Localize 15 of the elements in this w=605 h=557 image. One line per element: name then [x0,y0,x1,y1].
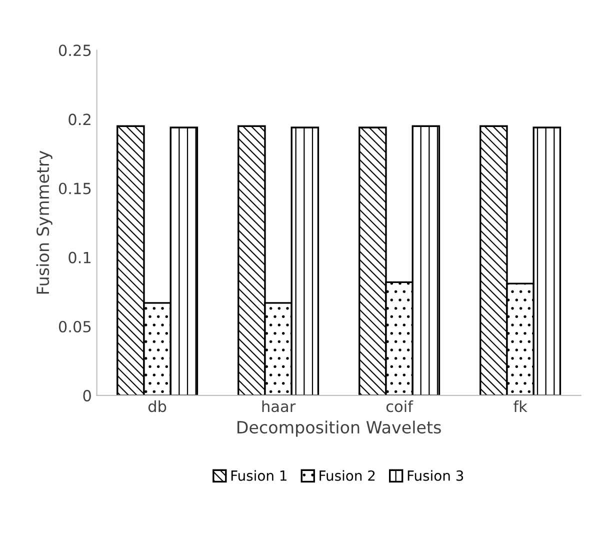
legend-label: Fusion 2 [320,470,375,481]
y-tick-label: 0.25 [58,44,91,56]
x-tick-label: coif [386,400,414,412]
legend-label: Fusion 1 [231,470,286,481]
legend-label: Fusion 3 [408,470,464,481]
x-axis-title: Decomposition Wavelets [238,420,441,437]
y-tick-label: 0.05 [58,320,91,332]
x-tick-label: db [148,400,166,412]
x-tick-label: haar [262,400,296,412]
x-tick-label: fk [514,400,528,412]
y-axis-title: Fusion Symmetry [36,150,52,294]
y-tick-label: 0.1 [68,252,91,264]
y-tick-label: 0.15 [58,182,91,194]
y-tick-label: 0 [83,390,91,402]
y-tick-label: 0.2 [68,114,90,126]
